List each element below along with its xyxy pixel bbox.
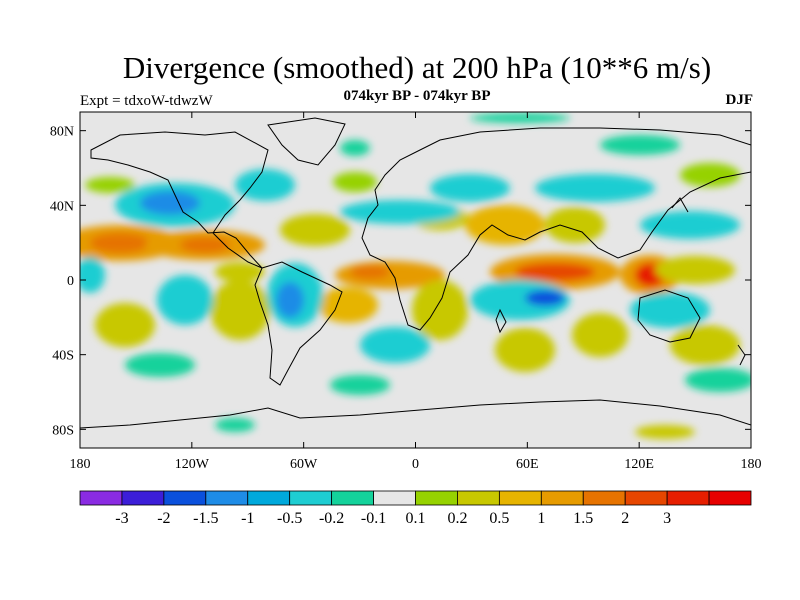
x-tick-label: 60E (516, 457, 539, 472)
field-patch (412, 280, 468, 340)
field-patch (470, 113, 570, 123)
colorbar-label: -0.5 (277, 510, 302, 527)
page-title: Divergence (smoothed) at 200 hPa (10**6 … (122, 50, 712, 85)
field-patch (180, 237, 230, 253)
colorbar-label: 0.2 (447, 510, 467, 527)
field-patch (430, 174, 510, 202)
colorbar-swatch (415, 490, 458, 506)
field-patch (140, 191, 200, 215)
coast-eurasia-africa (361, 127, 751, 331)
field-patch (655, 256, 735, 284)
coast-antarctica (80, 399, 751, 429)
colorbar-swatch (666, 490, 710, 506)
colorbar-swatch (708, 490, 752, 506)
field-patch (465, 205, 545, 245)
colorbar-label: 1.5 (573, 510, 593, 527)
y-tick-label: 80N (50, 125, 74, 140)
coastlines (80, 117, 751, 429)
field-patch (125, 353, 195, 377)
field-patch (572, 313, 628, 357)
colorbar-swatch (540, 490, 584, 506)
colorbar-label: 0.5 (489, 510, 509, 527)
field-patch (535, 174, 655, 202)
colorbar-swatch (582, 490, 626, 506)
x-tick-label: 120W (175, 457, 210, 472)
colorbar-label: -3 (115, 510, 128, 527)
coast-japan (671, 197, 689, 213)
map-plot-area: 180 120W 60W 0 60E 120E 180 80N 40N 0 40S 80S (50, 111, 762, 472)
colorbar-label: -1 (241, 510, 254, 527)
x-tick-label: 120E (624, 457, 654, 472)
field-patch (215, 262, 265, 282)
field-patch (90, 233, 150, 253)
colorbar-label: 3 (663, 510, 671, 527)
field-patch (495, 328, 555, 372)
season-label: DJF (725, 92, 754, 108)
colorbar-label: -0.1 (361, 510, 386, 527)
divergence-field (80, 113, 751, 439)
field-patch (680, 163, 740, 187)
y-tick-label: 80S (52, 423, 74, 438)
field-patch (525, 290, 565, 306)
field-patch (545, 207, 605, 243)
field-patch (215, 418, 255, 432)
field-patch (340, 140, 370, 156)
experiment-label: Expt = tdxoW-tdwzW (80, 93, 213, 109)
colorbar: -3 -2 -1.5 -1 -0.5 -0.2 -0.1 0.1 0.2 0.5 1 1.5 2 3 (79, 490, 752, 527)
field-patch (85, 177, 135, 193)
colorbar-label: -1.5 (193, 510, 218, 527)
field-patch (340, 200, 460, 224)
colorbar-swatch (373, 490, 416, 506)
colorbar-swatch (205, 490, 249, 506)
colorbar-swatch (247, 490, 291, 506)
x-tick-label: 180 (70, 457, 91, 472)
field-patch (157, 275, 213, 325)
x-tick-label: 60W (290, 457, 318, 472)
field-patch (670, 325, 740, 365)
field-patch (635, 425, 695, 439)
field-patch (318, 287, 378, 323)
colorbar-swatch (289, 490, 333, 506)
colorbar-label: 2 (621, 510, 629, 527)
x-tick-label: 0 (412, 457, 419, 472)
coast-australia (637, 289, 701, 343)
field-patch (515, 263, 595, 281)
field-patch (333, 172, 377, 192)
colorbar-swatch (498, 490, 542, 506)
y-tick-label: 40S (52, 349, 74, 364)
field-patch (235, 169, 295, 201)
field-patch (280, 214, 350, 246)
colorbar-swatch (163, 490, 207, 506)
colorbar-swatch (79, 490, 123, 506)
field-patch (210, 280, 270, 340)
field-patch (685, 368, 751, 392)
coast-greenland (267, 117, 346, 166)
x-tick-label: 180 (741, 457, 762, 472)
field-patch (640, 211, 740, 239)
coast-madagascar (495, 308, 507, 334)
colorbar-swatch (331, 490, 374, 506)
field-patch (80, 257, 105, 293)
field-patch (276, 282, 304, 318)
field-patch (95, 303, 155, 347)
time-subtitle: 074kyr BP - 074kyr BP (343, 88, 491, 104)
colorbar-label: 0.1 (406, 510, 426, 527)
colorbar-label: 1 (537, 510, 545, 527)
y-tick-label: 0 (67, 274, 74, 289)
colorbar-label: -0.2 (319, 510, 344, 527)
colorbar-swatch (624, 490, 668, 506)
field-patch (330, 375, 390, 395)
colorbar-swatch (121, 490, 165, 506)
map-ticks: 180 120W 60W 0 60E 120E 180 80N 40N 0 40S 80S (50, 112, 762, 472)
field-patch (360, 327, 430, 363)
colorbar-label: -2 (157, 510, 170, 527)
field-patch (350, 265, 390, 279)
coast-south-america (254, 261, 343, 386)
colorbar-swatch (457, 490, 500, 506)
field-patch (600, 135, 680, 155)
y-tick-label: 40N (50, 199, 74, 214)
